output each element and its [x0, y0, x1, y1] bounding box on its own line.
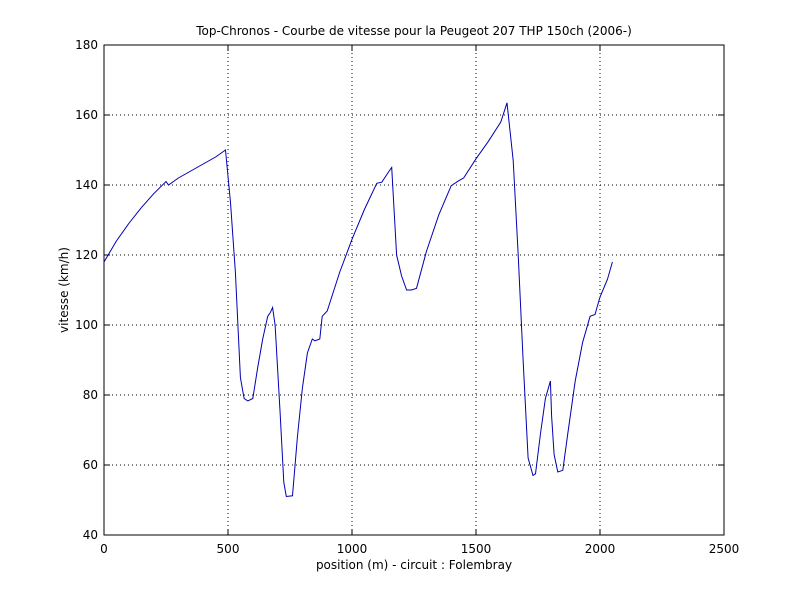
x-axis-label: position (m) - circuit : Folembray — [316, 558, 512, 572]
speed-series-line — [103, 102, 613, 498]
x-tick-label: 500 — [217, 542, 240, 556]
plot-area-frame — [103, 44, 725, 536]
x-tick-label: 1000 — [337, 542, 368, 556]
grid-lines — [104, 45, 724, 535]
x-tick-label: 2000 — [585, 542, 616, 556]
x-tick-label: 2500 — [709, 542, 740, 556]
chart-title: Top-Chronos - Courbe de vitesse pour la … — [195, 24, 632, 38]
series-layer — [103, 102, 613, 498]
y-tick-label: 180 — [75, 38, 98, 52]
y-tick-label: 80 — [83, 388, 98, 402]
y-tick-label: 120 — [75, 248, 98, 262]
y-tick-label: 60 — [83, 458, 98, 472]
y-tick-label: 100 — [75, 318, 98, 332]
x-tick-label: 1500 — [461, 542, 492, 556]
y-tick-label: 140 — [75, 178, 98, 192]
axis-ticks — [103, 44, 725, 536]
y-tick-label: 160 — [75, 108, 98, 122]
x-tick-label: 0 — [100, 542, 108, 556]
y-axis-label: vitesse (km/h) — [57, 247, 71, 333]
y-tick-labels: 40 60 80 100 120 140 160 180 — [75, 38, 98, 542]
x-tick-labels: 0 500 1000 1500 2000 2500 — [100, 542, 739, 556]
y-tick-label: 40 — [83, 528, 98, 542]
